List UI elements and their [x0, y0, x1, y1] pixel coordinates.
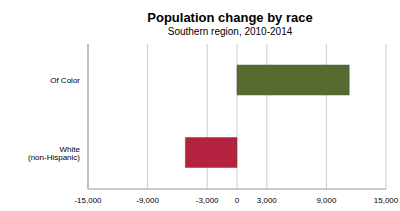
svg-text:-15,000: -15,000 — [74, 196, 102, 205]
svg-text:-9,000: -9,000 — [136, 196, 159, 205]
svg-text:15,000: 15,000 — [374, 196, 392, 205]
svg-text:Of Color: Of Color — [50, 76, 80, 85]
html-text:Southern region, 2010-2014: Southern region, 2010-2014 — [167, 26, 293, 37]
svg-text:0: 0 — [235, 196, 240, 205]
svg-text:White(non-Hispanic): White(non-Hispanic) — [28, 145, 81, 162]
html-text:Population change by race: Population change by race — [147, 10, 313, 25]
svg-text:3,000: 3,000 — [257, 196, 278, 205]
svg-text:9,000: 9,000 — [316, 196, 337, 205]
svg-text:-3,000: -3,000 — [196, 196, 219, 205]
